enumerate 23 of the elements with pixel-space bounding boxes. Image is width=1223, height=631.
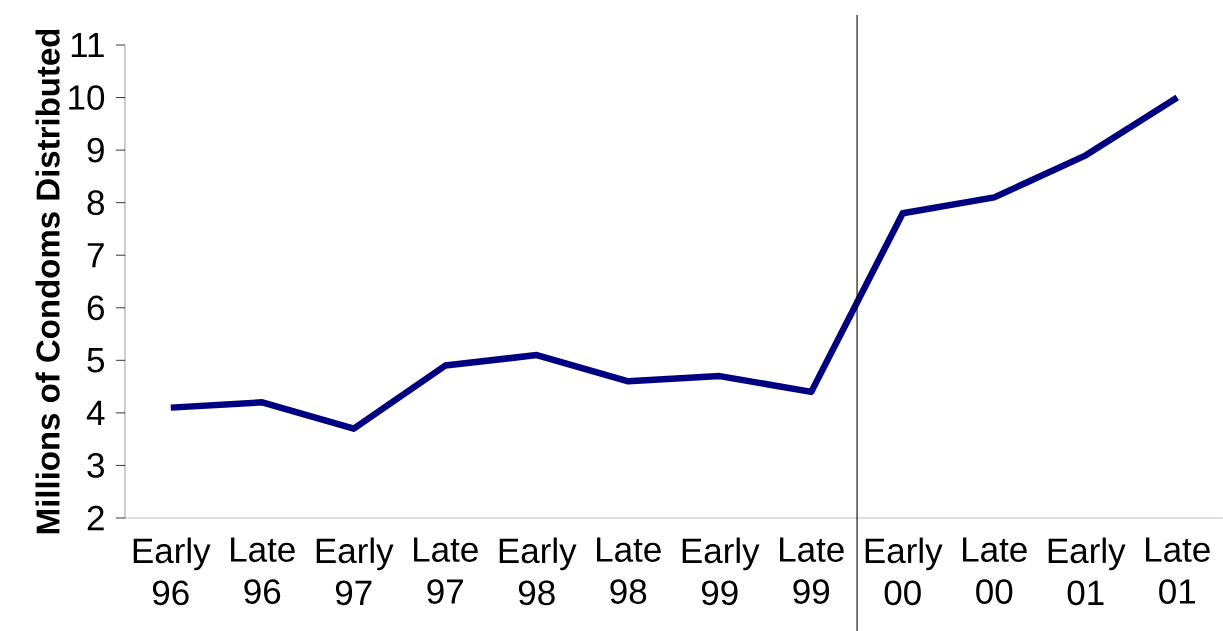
x-tick-label: Late 96 bbox=[231, 537, 295, 604]
x-tick-label: Early 99 bbox=[682, 537, 760, 606]
x-tick-label: Late 01 bbox=[1146, 537, 1210, 604]
x-tick-label: Late 97 bbox=[414, 537, 478, 604]
x-tick-label: Late 00 bbox=[963, 537, 1027, 604]
y-tick-label: 4 bbox=[86, 400, 105, 425]
x-tick-label: Early 98 bbox=[499, 537, 577, 606]
y-tick-label: 6 bbox=[87, 295, 104, 321]
y-tick-label: 5 bbox=[87, 348, 105, 373]
y-tick-label: 8 bbox=[87, 190, 104, 216]
y-tick-label: 11 bbox=[71, 32, 104, 58]
y-tick-label: 3 bbox=[87, 453, 104, 478]
x-tick-label: Early 97 bbox=[316, 537, 394, 606]
y-tick-label: 9 bbox=[87, 137, 104, 163]
y-axis-title: Millions of Condoms Distributed bbox=[35, 29, 60, 534]
y-tick-label: 7 bbox=[87, 243, 104, 268]
x-tick-label: Early 96 bbox=[133, 537, 211, 606]
y-tick-label: 2 bbox=[87, 505, 104, 531]
x-tick-label: Early 01 bbox=[1048, 537, 1126, 606]
x-tick-label: Late 99 bbox=[780, 537, 844, 604]
y-tick-label: 10 bbox=[69, 85, 105, 110]
x-tick-label: Late 98 bbox=[597, 537, 661, 604]
x-tick-label: Early 00 bbox=[865, 537, 943, 606]
